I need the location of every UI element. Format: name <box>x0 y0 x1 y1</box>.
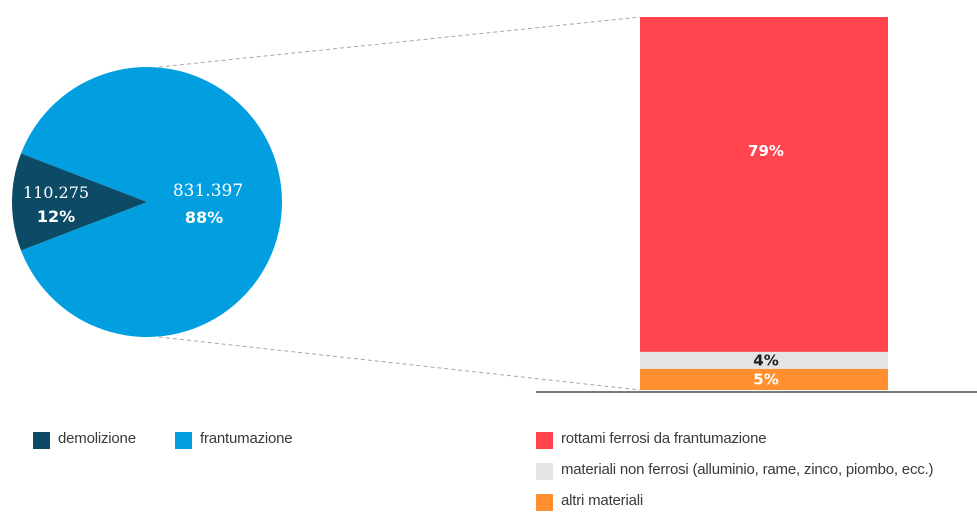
pie-slice-demolizione <box>12 153 148 251</box>
legend-swatch-demolizione <box>33 432 50 449</box>
bar-label-materiali-non-ferrosi: 4% <box>753 351 778 369</box>
legend-swatch-materiali-non-ferrosi <box>536 463 553 480</box>
pie-value-label-frantumazione: 831.397 <box>173 181 243 201</box>
pie-slice-frantumazione <box>21 66 282 337</box>
pie-percent-label-demolizione: 12% <box>37 207 75 226</box>
bar-segment-rottami-ferrosi <box>640 17 888 352</box>
pie-value-label-demolizione: 110.275 <box>23 183 89 202</box>
legend-label-altri-materiali: altri materiali <box>561 492 644 509</box>
legend-label-frantumazione: frantumazione <box>200 430 293 447</box>
bar-segment-altri-materiali <box>640 368 888 390</box>
connector-line-top <box>158 16 641 68</box>
bar-label-altri-materiali: 5% <box>753 370 778 388</box>
bar-label-rottami-ferrosi: 79% <box>748 142 784 160</box>
legend-label-rottami-ferrosi: rottami ferrosi da frantumazione <box>561 430 767 447</box>
bar-segment-materiali-non-ferrosi <box>640 351 888 369</box>
legend-swatch-frantumazione <box>175 432 192 449</box>
pie-percent-label-frantumazione: 88% <box>185 208 223 227</box>
connector-line-bottom <box>158 336 641 391</box>
legend-swatch-altri-materiali <box>536 494 553 511</box>
legend-label-demolizione: demolizione <box>58 430 136 447</box>
legend-swatch-rottami-ferrosi <box>536 432 553 449</box>
legend-label-materiali-non-ferrosi: materiali non ferrosi (alluminio, rame, … <box>561 461 934 478</box>
